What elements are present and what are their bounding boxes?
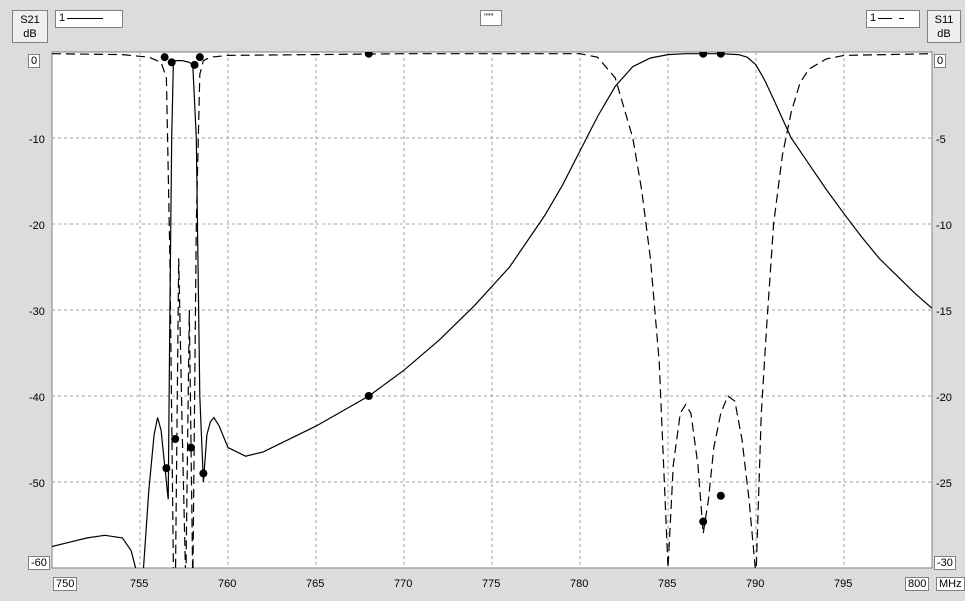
data-marker: [187, 443, 196, 452]
left-y-tick-label: -30: [29, 306, 45, 318]
x-tick-label: 795: [834, 578, 853, 590]
right-axis-label: S11: [934, 14, 954, 26]
data-marker: [364, 52, 373, 58]
left-y-tick-label: -60: [28, 556, 50, 570]
right-y-tick-label: 0: [934, 54, 947, 68]
right-legend-text: 1: [870, 12, 877, 24]
center-marker-box[interactable]: """: [480, 10, 502, 26]
data-marker: [699, 517, 708, 526]
left-legend-text: 1: [59, 12, 66, 24]
x-axis-unit: MHz: [936, 577, 965, 591]
dashed-line-swatch-tail: [899, 17, 905, 19]
x-tick-label: 800: [905, 577, 930, 591]
x-tick-label: 765: [306, 578, 325, 590]
right-axis-unit: dB: [937, 28, 951, 40]
s21-series-line: [52, 53, 932, 568]
x-tick-label: 785: [658, 578, 677, 590]
x-tick-label: 770: [394, 578, 413, 590]
x-tick-label: 750: [53, 577, 78, 591]
data-marker: [364, 392, 373, 400]
right-y-tick-label: -5: [936, 134, 946, 146]
right-axis-header: S11 dB: [927, 10, 961, 43]
data-marker: [699, 52, 708, 58]
x-tick-label: 755: [130, 578, 149, 590]
right-y-tick-label: -30: [934, 556, 956, 570]
x-tick-label: 760: [218, 578, 237, 590]
data-marker: [716, 52, 725, 58]
data-marker: [160, 53, 169, 62]
data-marker: [162, 464, 171, 473]
right-legend-entry[interactable]: 1: [866, 10, 920, 28]
center-marker-text: """: [484, 12, 494, 22]
data-marker: [167, 58, 176, 67]
left-axis-header: S21 dB: [12, 10, 48, 43]
left-y-tick-label: -50: [29, 478, 45, 490]
right-y-tick-label: -10: [936, 220, 952, 232]
s11-series-line: [52, 53, 932, 568]
x-tick-label: 790: [746, 578, 765, 590]
left-y-tick-label: -20: [29, 220, 45, 232]
x-tick-label: 775: [482, 578, 501, 590]
data-marker: [171, 435, 180, 443]
left-axis-unit: dB: [23, 28, 37, 40]
data-marker: [716, 491, 725, 500]
series-group: [52, 52, 932, 568]
data-marker: [195, 53, 204, 62]
right-y-tick-label: -20: [936, 392, 952, 404]
data-marker: [199, 469, 208, 478]
left-axis-label: S21: [20, 14, 40, 26]
left-y-tick-label: -10: [29, 134, 45, 146]
data-marker: [190, 60, 199, 69]
right-y-tick-label: -15: [936, 306, 952, 318]
left-legend-entry[interactable]: 1: [55, 10, 123, 28]
dashed-line-swatch: [878, 17, 893, 19]
right-y-tick-label: -25: [936, 478, 952, 490]
left-y-tick-label: 0: [28, 54, 41, 68]
left-y-tick-label: -40: [29, 392, 45, 404]
x-tick-label: 780: [570, 578, 589, 590]
solid-line-swatch: [67, 17, 104, 19]
